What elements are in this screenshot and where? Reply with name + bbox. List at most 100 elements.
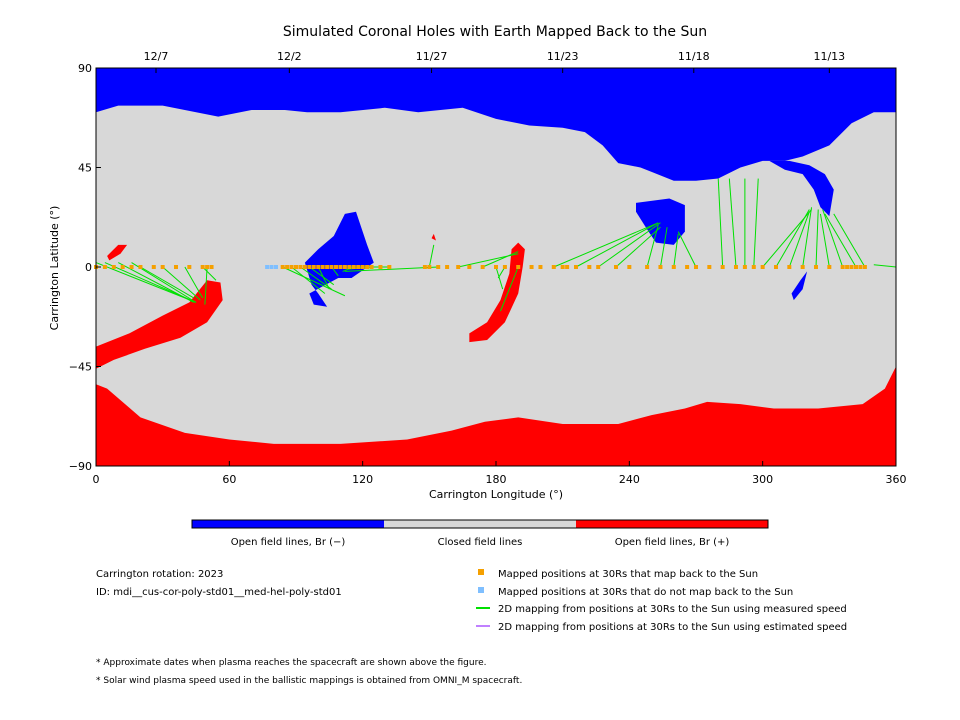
mapped-point-13 xyxy=(280,265,285,269)
mapped-point-64 xyxy=(742,265,747,269)
mapped-point-11 xyxy=(205,265,210,269)
colorbar-label-closed: Closed field lines xyxy=(438,537,523,548)
mapping-line-measured-27 xyxy=(597,222,661,268)
mapped-points xyxy=(94,265,867,269)
mapping-line-measured-24 xyxy=(499,266,519,312)
mapping-line-measured-26 xyxy=(575,222,659,268)
mapped-point-55 xyxy=(627,265,632,269)
mapped-point-43 xyxy=(494,265,498,269)
mapping-line-measured-5 xyxy=(162,266,201,301)
y-tick-label-3: −45 xyxy=(69,361,92,374)
top-date-label-1: 12/2 xyxy=(277,50,302,63)
mapping-line-measured-0 xyxy=(95,262,197,303)
mapped-point-71 xyxy=(827,265,832,269)
mapped-point-3 xyxy=(120,265,125,269)
mapped-point-12 xyxy=(209,265,214,269)
mapping-line-measured-12 xyxy=(309,266,335,286)
note-dates: * Approximate dates when plasma reaches … xyxy=(96,658,487,668)
note-plasma-speed: * Solar wind plasma speed used in the ba… xyxy=(96,676,522,686)
x-tick-label-3: 180 xyxy=(486,473,507,486)
colorbar-open-negative xyxy=(192,520,384,528)
mapping-line-measured-7 xyxy=(202,266,217,281)
legend-mapped-marker xyxy=(478,569,484,575)
mapped-point-26 xyxy=(338,265,343,269)
mapping-line-measured-44 xyxy=(824,213,857,268)
legend: Mapped positions at 30Rs that map back t… xyxy=(476,569,847,633)
colorbar-frame xyxy=(191,519,769,529)
mapped-point-42 xyxy=(480,265,485,269)
mapped-point-22 xyxy=(320,265,325,269)
legend-estimated-label: 2D mapping from positions at 30Rs to the… xyxy=(498,622,847,633)
legend-unmapped-marker xyxy=(478,587,484,593)
mapped-point-9 xyxy=(187,265,192,269)
mapped-point-27 xyxy=(342,265,347,269)
mapped-point-66 xyxy=(760,265,765,269)
mapped-point-39 xyxy=(445,265,450,269)
mapping-line-measured-30 xyxy=(659,227,668,268)
colorbar-open-positive xyxy=(576,520,768,528)
mapping-line-measured-42 xyxy=(819,213,830,268)
mapping-line-measured-31 xyxy=(673,233,679,268)
y-axis-label: Carrington Latitude (°) xyxy=(48,206,61,331)
mapped-point-58 xyxy=(671,265,676,269)
colorbar-closed xyxy=(384,520,576,528)
x-tick-label-4: 240 xyxy=(619,473,640,486)
mapped-point-23 xyxy=(325,265,330,269)
mapped-point-16 xyxy=(294,265,298,269)
open-negative-region-ne-lobe xyxy=(769,160,834,217)
mapped-point-29 xyxy=(351,265,356,269)
mapped-point-34 xyxy=(378,265,383,269)
mapped-point-5 xyxy=(138,265,143,269)
colorbar-label-positive: Open field lines, Br (+) xyxy=(615,537,730,548)
mapped-point-48 xyxy=(551,265,556,269)
x-tick-label-5: 300 xyxy=(752,473,773,486)
mapped-point-72 xyxy=(840,265,845,269)
mapping-line-measured-9 xyxy=(282,266,346,297)
open-negative-region-hole-250 xyxy=(636,198,685,245)
mapped-point-46 xyxy=(529,265,534,269)
mapped-point-49 xyxy=(560,265,565,269)
mapped-point-6 xyxy=(151,265,156,269)
mapping-line-measured-8 xyxy=(204,266,208,305)
mapped-point-24 xyxy=(329,265,334,269)
y-tick-label-2: 0 xyxy=(85,261,92,274)
mapping-line-measured-43 xyxy=(822,209,844,268)
mapping-line-measured-39 xyxy=(788,211,810,268)
x-axis-label: Carrington Longitude (°) xyxy=(429,488,563,501)
mapped-point-35 xyxy=(387,265,392,269)
mapped-point-63 xyxy=(734,265,738,269)
unmapped-point-1 xyxy=(269,265,274,269)
mapped-point-17 xyxy=(298,265,303,269)
mapping-line-measured-13 xyxy=(317,266,330,290)
mapped-point-54 xyxy=(614,265,618,269)
mapping-line-measured-19 xyxy=(344,266,439,272)
mapped-point-36 xyxy=(422,265,427,269)
mapped-point-38 xyxy=(436,265,441,269)
top-date-label-4: 11/18 xyxy=(678,50,710,63)
mapped-point-19 xyxy=(307,265,312,269)
open-positive-region-south-polar-hole xyxy=(96,366,896,466)
mapped-point-77 xyxy=(862,265,867,269)
mapping-line-measured-6 xyxy=(184,266,204,299)
mapped-point-73 xyxy=(845,265,850,269)
mapped-point-68 xyxy=(787,265,792,269)
top-date-label-5: 11/13 xyxy=(813,50,845,63)
y-tick-label-1: 45 xyxy=(78,162,92,175)
mapped-point-59 xyxy=(685,265,690,269)
legend-mapped-label: Mapped positions at 30Rs that map back t… xyxy=(498,569,758,580)
open-positive-region-spot-10 xyxy=(107,244,128,261)
mapped-point-21 xyxy=(316,265,321,269)
mapping-line-measured-40 xyxy=(802,207,813,268)
plot-area xyxy=(94,67,897,467)
open-positive-region-sw-tongue xyxy=(96,280,223,369)
mapped-point-31 xyxy=(360,265,365,269)
mapping-line-measured-11 xyxy=(300,266,332,290)
mapped-point-32 xyxy=(365,265,370,269)
x-tick-label-1: 60 xyxy=(222,473,236,486)
mapped-point-18 xyxy=(302,265,307,269)
mapped-point-50 xyxy=(565,265,570,269)
top-date-label-2: 11/27 xyxy=(416,50,448,63)
mapping-lines xyxy=(95,178,897,312)
mapped-point-10 xyxy=(200,265,205,269)
